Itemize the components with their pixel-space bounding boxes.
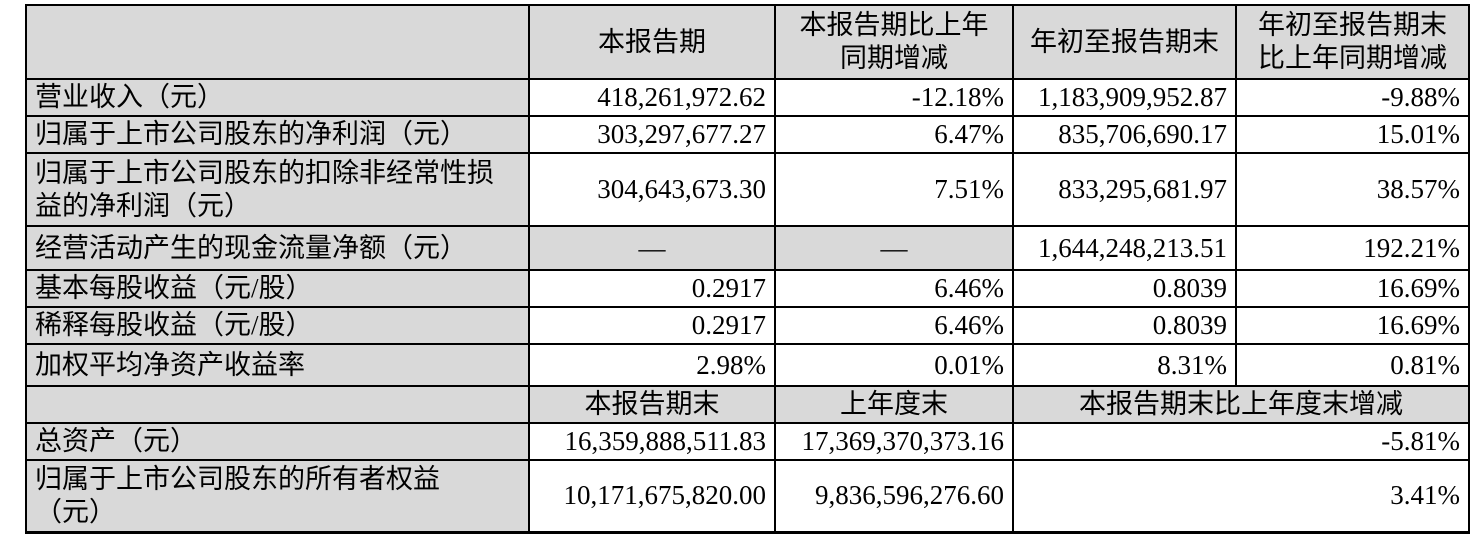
header-row-1: 本报告期 本报告期比上年 同期增减 年初至报告期末 年初至报告期末 比上年同期增…: [25, 4, 1470, 80]
table-row: 加权平均净资产收益率 2.98% 0.01% 8.31% 0.81%: [25, 343, 1470, 387]
operating-cash-flow-current-change-dash: —: [774, 225, 1014, 271]
header-current-period-yoy-change: 本报告期比上年 同期增减: [774, 4, 1014, 80]
total-assets-period-end: 16,359,888,511.83: [528, 422, 776, 461]
table-row: 经营活动产生的现金流量净额（元） — — 1,644,248,213.51 19…: [25, 225, 1470, 271]
corner-cell-empty-2: [25, 385, 530, 424]
equity-attributable-prev-year-end: 9,836,596,276.60: [774, 459, 1014, 534]
table-row: 归属于上市公司股东的所有者权益 （元） 10,171,675,820.00 9,…: [25, 459, 1470, 534]
operating-cash-flow-current-dash: —: [528, 225, 776, 271]
diluted-eps-current-change: 6.46%: [774, 306, 1014, 345]
header-period-end-vs-prev-change: 本报告期末比上年度末增减: [1012, 385, 1470, 424]
header-ytd: 年初至报告期末: [1012, 4, 1237, 80]
basic-eps-ytd: 0.8039: [1012, 269, 1237, 308]
net-profit-label: 归属于上市公司股东的净利润（元）: [25, 115, 530, 154]
operating-revenue-ytd: 1,183,909,952.87: [1012, 78, 1237, 117]
net-profit-ytd: 835,706,690.17: [1012, 115, 1237, 154]
corner-cell-empty: [25, 4, 530, 80]
basic-eps-ytd-change: 16.69%: [1235, 269, 1470, 308]
non-recurring-net-profit-current-change: 7.51%: [774, 152, 1014, 227]
total-assets-label: 总资产（元）: [25, 422, 530, 461]
non-recurring-net-profit-current: 304,643,673.30: [528, 152, 776, 227]
operating-revenue-ytd-change: -9.88%: [1235, 78, 1470, 117]
diluted-eps-label: 稀释每股收益（元/股）: [25, 306, 530, 345]
equity-attributable-label: 归属于上市公司股东的所有者权益 （元）: [25, 459, 530, 534]
operating-revenue-current-change: -12.18%: [774, 78, 1014, 117]
header-prev-year-end: 上年度末: [774, 385, 1014, 424]
table-row: 归属于上市公司股东的扣除非经常性损 益的净利润（元） 304,643,673.3…: [25, 152, 1470, 227]
net-profit-ytd-change: 15.01%: [1235, 115, 1470, 154]
operating-revenue-current: 418,261,972.62: [528, 78, 776, 117]
basic-eps-label: 基本每股收益（元/股）: [25, 269, 530, 308]
table-row: 营业收入（元） 418,261,972.62 -12.18% 1,183,909…: [25, 78, 1470, 117]
weighted-avg-roe-current: 2.98%: [528, 343, 776, 387]
weighted-avg-roe-current-change: 0.01%: [774, 343, 1014, 387]
net-profit-current: 303,297,677.27: [528, 115, 776, 154]
operating-revenue-label: 营业收入（元）: [25, 78, 530, 117]
table-row: 稀释每股收益（元/股） 0.2917 6.46% 0.8039 16.69%: [25, 306, 1470, 345]
diluted-eps-ytd-change: 16.69%: [1235, 306, 1470, 345]
weighted-avg-roe-ytd-change: 0.81%: [1235, 343, 1470, 387]
header-period-end: 本报告期末: [528, 385, 776, 424]
diluted-eps-current: 0.2917: [528, 306, 776, 345]
equity-attributable-change: 3.41%: [1012, 459, 1470, 534]
net-profit-current-change: 6.47%: [774, 115, 1014, 154]
weighted-avg-roe-label: 加权平均净资产收益率: [25, 343, 530, 387]
operating-cash-flow-ytd: 1,644,248,213.51: [1012, 225, 1237, 271]
operating-cash-flow-label: 经营活动产生的现金流量净额（元）: [25, 225, 530, 271]
table-row: 归属于上市公司股东的净利润（元） 303,297,677.27 6.47% 83…: [25, 115, 1470, 154]
table-row: 基本每股收益（元/股） 0.2917 6.46% 0.8039 16.69%: [25, 269, 1470, 308]
header-row-2: 本报告期末 上年度末 本报告期末比上年度末增减: [25, 385, 1470, 424]
basic-eps-current: 0.2917: [528, 269, 776, 308]
non-recurring-net-profit-ytd: 833,295,681.97: [1012, 152, 1237, 227]
basic-eps-current-change: 6.46%: [774, 269, 1014, 308]
non-recurring-net-profit-label: 归属于上市公司股东的扣除非经常性损 益的净利润（元）: [25, 152, 530, 227]
operating-cash-flow-ytd-change: 192.21%: [1235, 225, 1470, 271]
total-assets-change: -5.81%: [1012, 422, 1470, 461]
header-ytd-yoy-change: 年初至报告期末 比上年同期增减: [1235, 4, 1470, 80]
header-current-period: 本报告期: [528, 4, 776, 80]
financial-summary-table: 本报告期 本报告期比上年 同期增减 年初至报告期末 年初至报告期末 比上年同期增…: [25, 4, 1470, 534]
total-assets-prev-year-end: 17,369,370,373.16: [774, 422, 1014, 461]
diluted-eps-ytd: 0.8039: [1012, 306, 1237, 345]
weighted-avg-roe-ytd: 8.31%: [1012, 343, 1237, 387]
equity-attributable-period-end: 10,171,675,820.00: [528, 459, 776, 534]
table-row: 总资产（元） 16,359,888,511.83 17,369,370,373.…: [25, 422, 1470, 461]
non-recurring-net-profit-ytd-change: 38.57%: [1235, 152, 1470, 227]
